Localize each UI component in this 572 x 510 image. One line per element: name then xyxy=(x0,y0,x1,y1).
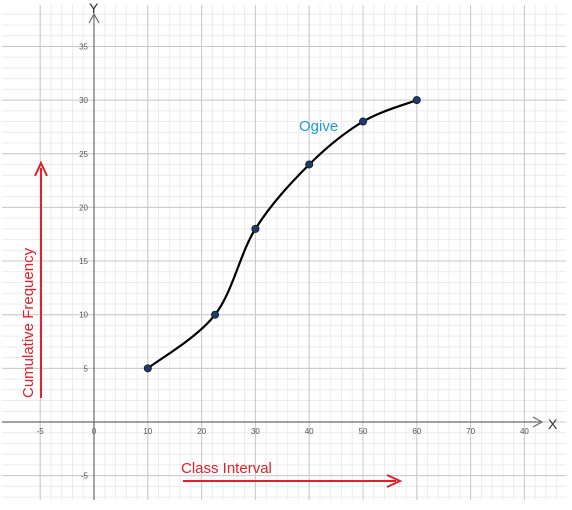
y-tick-label: -5 xyxy=(81,472,89,481)
x-tick-label: 10 xyxy=(143,427,152,436)
series-layer xyxy=(143,96,421,373)
class-interval-arrowhead xyxy=(386,474,403,488)
x-tick-label: 40 xyxy=(305,427,314,436)
class-interval-label: Class Interval xyxy=(181,460,272,477)
axes: XY xyxy=(2,0,558,500)
x-axis-arrowhead xyxy=(532,416,544,428)
x-tick-label: 50 xyxy=(359,427,368,436)
x-axis-name: X xyxy=(548,416,558,432)
x-tick-label: 70 xyxy=(466,427,475,436)
cumulative-frequency-label: Cumulative Frequency xyxy=(20,247,37,398)
y-tick-label: 15 xyxy=(79,257,88,266)
data-point xyxy=(211,310,220,319)
x-tick-label: 0 xyxy=(92,427,97,436)
data-point xyxy=(251,224,260,233)
annotation-layer: Ogive Cumulative Frequency Class Interval xyxy=(20,118,403,488)
y-tick-label: 20 xyxy=(79,203,88,212)
x-tick-label: 30 xyxy=(251,427,260,436)
y-tick-label: 5 xyxy=(84,364,89,373)
y-tick-label: 10 xyxy=(79,311,88,320)
major-grid xyxy=(2,5,566,500)
data-point xyxy=(305,160,314,169)
data-point xyxy=(412,96,421,105)
minor-grid xyxy=(2,5,566,500)
cumulative-frequency-arrowhead xyxy=(34,160,48,177)
y-axis-name: Y xyxy=(89,0,99,16)
y-tick-label: 35 xyxy=(79,42,88,51)
y-axis-arrowhead xyxy=(88,12,100,24)
ogive-curve xyxy=(146,99,418,370)
x-tick-label: 60 xyxy=(412,427,421,436)
x-tick-label: -5 xyxy=(37,427,45,436)
y-tick-label: 25 xyxy=(79,150,88,159)
x-tick-label: 40 xyxy=(520,427,529,436)
data-point xyxy=(358,117,367,126)
data-point xyxy=(143,364,152,373)
ogive-label: Ogive xyxy=(299,118,338,135)
y-tick-label: 30 xyxy=(79,96,88,105)
tick-labels: -5 0 10 20 30 40 50 60 70 40 -5 5 10 15 20 25 30 35 xyxy=(37,42,530,480)
x-tick-label: 20 xyxy=(197,427,206,436)
